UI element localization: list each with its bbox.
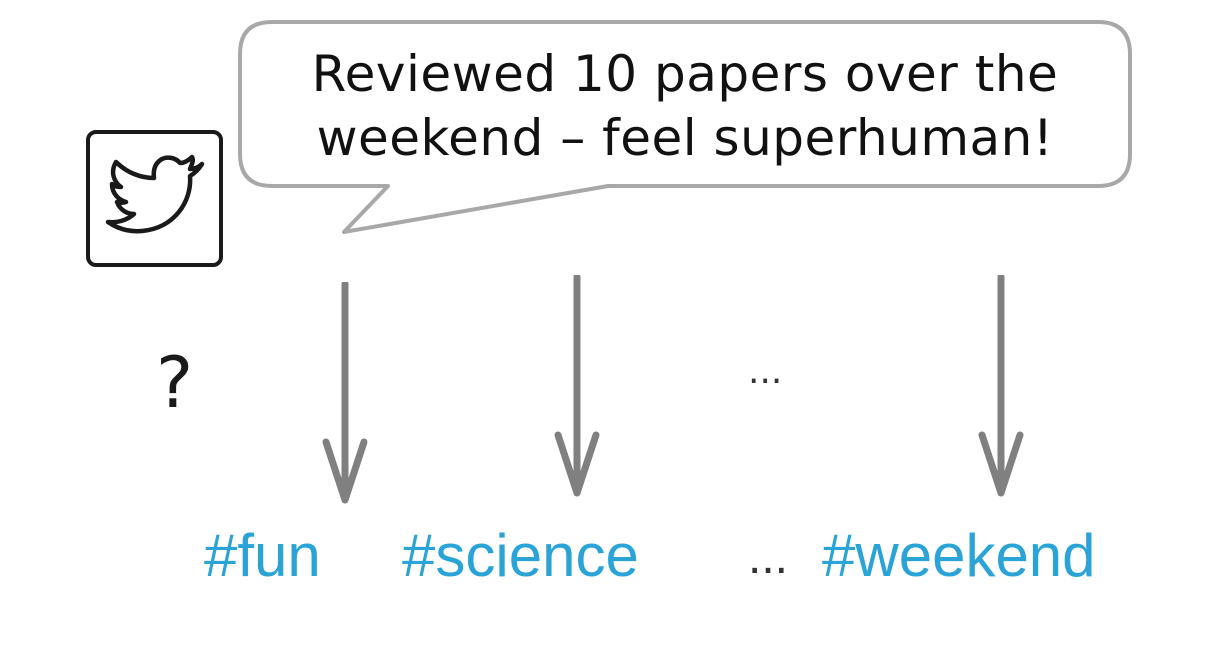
hashtag-weekend: #weekend [822,522,1096,589]
hashtag-fun: #fun [204,522,321,589]
speech-bubble-shape [238,20,1132,234]
twitter-bird-icon [105,154,205,234]
arrow-to-fun [322,282,368,504]
tweet-speech-bubble: Reviewed 10 papers over the weekend – fe… [238,20,1132,234]
arrow-ellipsis: ... [748,351,783,392]
hashtag-ellipsis: ... [748,531,789,584]
tweet-text-line-1: Reviewed 10 papers over the [311,45,1059,103]
arrow-to-weekend [978,275,1024,497]
hashtag-science: #science [402,522,639,589]
question-mark: ? [156,342,194,424]
tweet-text-line-2: weekend – feel superhuman! [316,109,1054,167]
tweet-text: Reviewed 10 papers over the weekend – fe… [238,42,1132,170]
arrow-to-science [554,275,600,497]
twitter-logo-box [86,130,223,267]
